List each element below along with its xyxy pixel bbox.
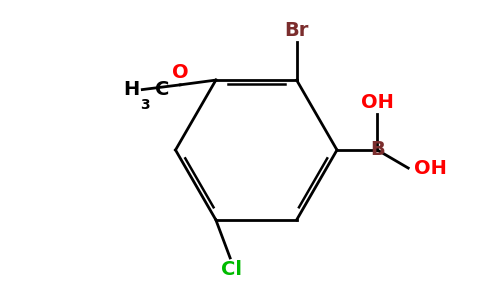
Text: OH: OH (414, 158, 447, 178)
Text: H: H (123, 80, 140, 99)
Text: O: O (172, 64, 189, 83)
Text: B: B (370, 140, 385, 160)
Text: Cl: Cl (221, 260, 242, 279)
Text: 3: 3 (140, 98, 150, 112)
Text: C: C (155, 80, 169, 99)
Text: Br: Br (285, 21, 309, 40)
Text: OH: OH (361, 93, 394, 112)
